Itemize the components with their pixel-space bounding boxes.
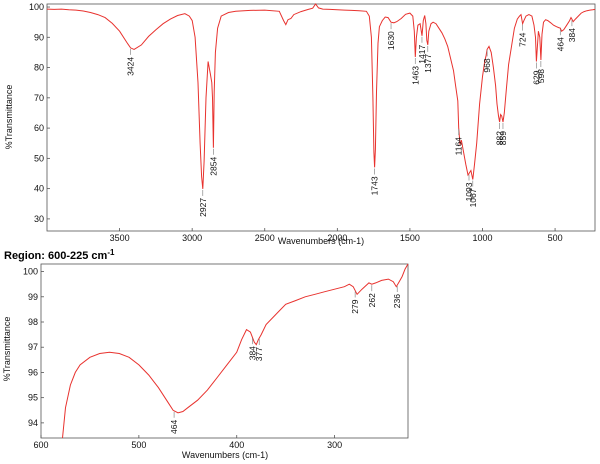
full-spectrum-xlabel: Wavenumbers (cm-1) — [278, 236, 364, 246]
p1-peak-label: 384 — [567, 28, 577, 42]
p1-peak-label: 968 — [482, 58, 492, 72]
p2-ytick-label: 95 — [28, 393, 38, 403]
p2-xtick-label: 300 — [327, 440, 342, 450]
p1-xtick-label: 2500 — [255, 233, 275, 243]
p2-peak-label: 236 — [392, 294, 402, 308]
region-spectrum-frame — [40, 263, 409, 439]
p1-peak-label: 598 — [536, 69, 546, 83]
p2-ytick-label: 94 — [28, 418, 38, 428]
region-title-superscript: -1 — [107, 248, 115, 257]
p1-peak-label: 882 — [495, 131, 505, 145]
p1-ytick-label: 50 — [34, 153, 44, 163]
p1-peak-label: 1093 — [464, 182, 474, 201]
p1-peak-label: 2927 — [198, 198, 208, 217]
p2-xtick-label: 500 — [131, 440, 146, 450]
p2-ytick-label: 96 — [28, 367, 38, 377]
region-spectrum-line — [62, 263, 409, 439]
p1-peak-label: 859 — [498, 131, 508, 145]
p1-xtick-label: 2000 — [327, 233, 347, 243]
p2-peak-label: 464 — [169, 420, 179, 434]
region-spectrum-xlabel: Wavenumbers (cm-1) — [182, 450, 268, 460]
p2-ytick-label: 100 — [23, 267, 38, 277]
p2-peak-label: 377 — [254, 347, 264, 361]
p1-peak-label: 1743 — [370, 176, 380, 195]
p1-peak-label: 724 — [518, 32, 528, 46]
p1-peak-label: 1630 — [386, 31, 396, 50]
full-spectrum-line — [46, 3, 596, 189]
p1-peak-label: 464 — [555, 37, 565, 51]
region-title: Region: 600-225 cm-1 — [4, 248, 115, 262]
p2-peak-label: 279 — [350, 299, 360, 313]
p1-xtick-label: 3000 — [182, 233, 202, 243]
p1-xtick-label: 1500 — [400, 233, 420, 243]
p1-peak-label: 1067 — [468, 188, 478, 207]
p2-ytick-label: 99 — [28, 292, 38, 302]
p1-ytick-label: 90 — [34, 32, 44, 42]
p2-ytick-label: 97 — [28, 342, 38, 352]
p2-peak-label: 262 — [367, 293, 377, 307]
p1-peak-label: 3424 — [126, 57, 136, 76]
p1-ytick-label: 40 — [34, 184, 44, 194]
p1-xtick-label: 3500 — [110, 233, 130, 243]
region-title-text: Region: 600-225 cm — [4, 250, 108, 262]
p1-ytick-label: 70 — [34, 93, 44, 103]
p1-peak-label: 1463 — [410, 66, 420, 85]
p1-ytick-label: 30 — [34, 214, 44, 224]
full-spectrum-frame — [46, 3, 596, 232]
p1-peak-label: 1417 — [417, 45, 427, 64]
p1-ytick-label: 80 — [34, 63, 44, 73]
p1-peak-label: 2854 — [208, 157, 218, 176]
region-spectrum-ylabel: %Transmittance — [2, 317, 12, 382]
p1-peak-label: 629 — [531, 70, 541, 84]
p1-ytick-label: 100 — [29, 2, 44, 12]
p1-xtick-label: 1000 — [472, 233, 492, 243]
full-spectrum-chart: 30 40 50 60 70 80 90 100 3500 3000 2500 2000 1500 10… — [4, 2, 596, 246]
p2-ytick-label: 98 — [28, 317, 38, 327]
p2-peak-label: 384 — [247, 346, 257, 360]
p1-peak-label: 1164 — [454, 137, 464, 156]
p1-peak-label: 1377 — [423, 54, 433, 73]
full-spectrum-ylabel: %Transmittance — [4, 85, 14, 150]
p1-ytick-label: 60 — [34, 123, 44, 133]
p1-xtick-label: 500 — [548, 233, 563, 243]
p2-xtick-label: 400 — [229, 440, 244, 450]
p2-xtick-label: 600 — [33, 440, 48, 450]
